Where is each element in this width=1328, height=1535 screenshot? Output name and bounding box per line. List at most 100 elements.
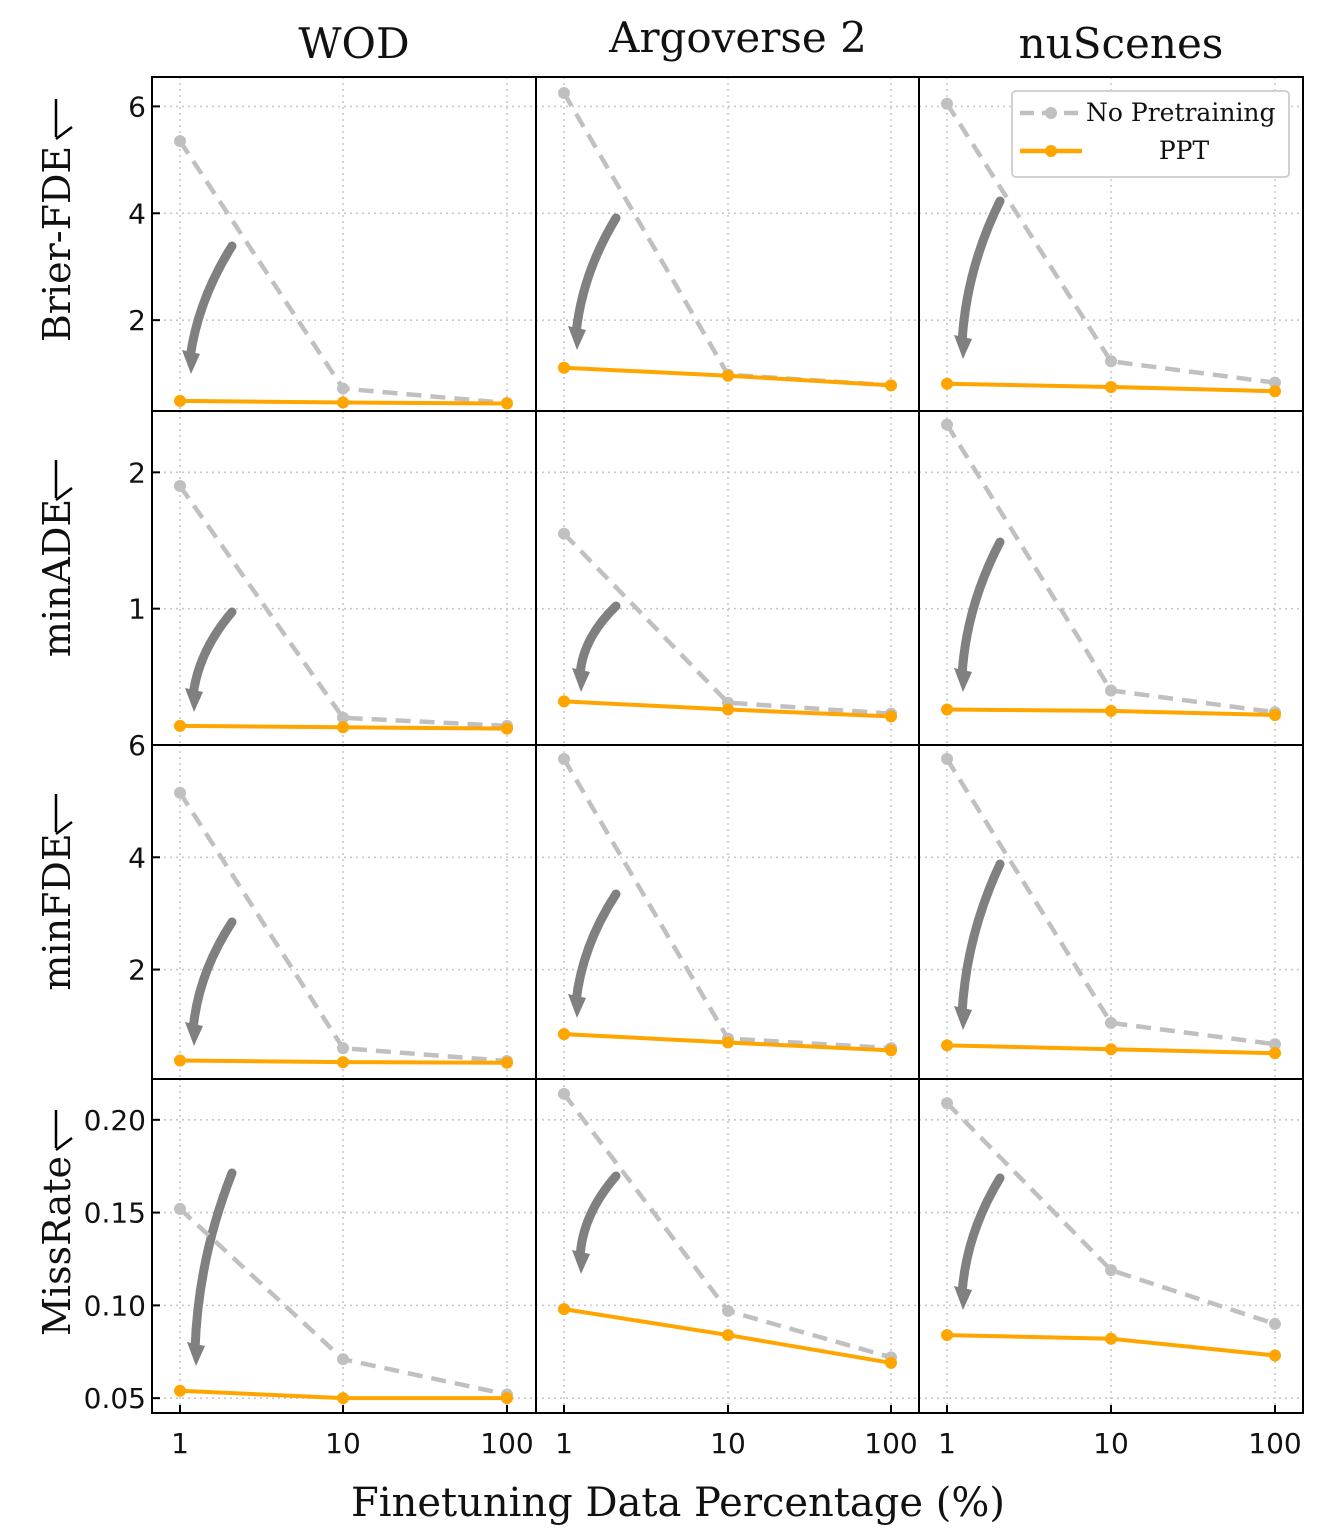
y-tick-label: 0.10 (84, 1289, 146, 1322)
legend: No Pretraining PPT (1011, 90, 1290, 178)
data-point (337, 1353, 349, 1366)
lower-is-better-icon (54, 99, 73, 140)
series-line (945, 1101, 1276, 1327)
y-tick-label: 0.15 (84, 1197, 146, 1230)
panel-minfde-nuscenes (918, 744, 1304, 1080)
panel-minfde-argoverse-2 (535, 744, 920, 1080)
row-label-missrate: MissRate (35, 1156, 79, 1336)
panel-missrate-wod: 0.05 0.10 0.15 0.20 1 10 100 (84, 1078, 537, 1460)
legend-box (1011, 90, 1290, 178)
panel-brier-fde-argoverse-2 (535, 76, 920, 412)
row-label-brier-fde: Brier-FDE (35, 146, 79, 342)
data-point (558, 1087, 570, 1100)
data-point (941, 377, 953, 390)
improvement-arrow (568, 889, 621, 1018)
improvement-arrow (572, 1171, 621, 1274)
y-tick-label: 0.20 (84, 1104, 146, 1137)
data-point (1269, 1349, 1281, 1362)
data-point (337, 721, 349, 734)
arrow-head (954, 668, 972, 692)
series-line (945, 102, 1276, 385)
series-ppt (941, 1329, 1281, 1362)
data-point (722, 1329, 734, 1342)
y-tick-label: 4 (128, 197, 146, 230)
series-ppt (941, 703, 1281, 722)
data-point (337, 382, 349, 395)
data-point (941, 1097, 953, 1110)
data-point (941, 703, 953, 716)
improvement-arrow (185, 917, 237, 1046)
x-tick-label: 1 (555, 1427, 573, 1460)
data-point (174, 1054, 186, 1067)
data-point (722, 1036, 734, 1049)
data-point (558, 1303, 570, 1316)
data-point (174, 1384, 186, 1397)
panel-minade-wod: 12 (128, 410, 537, 746)
data-point (1269, 1047, 1281, 1060)
arrow-head (187, 1342, 205, 1366)
x-tick-label: 100 (864, 1427, 917, 1460)
arrow-shaft (185, 241, 237, 363)
improvement-arrow (568, 213, 621, 350)
y-tick-label: 1 (128, 593, 146, 626)
data-point (558, 753, 570, 766)
arrow-shaft (571, 213, 621, 339)
series-no-pretraining (941, 1097, 1281, 1330)
arrow-shaft (575, 601, 621, 681)
panel-minade-nuscenes (918, 410, 1304, 746)
arrow-shaft (575, 1171, 621, 1263)
data-point (885, 1356, 897, 1369)
series-ppt (174, 719, 513, 735)
series-ppt (174, 394, 513, 410)
data-point (941, 753, 953, 766)
data-point (337, 396, 349, 409)
panel-frame (151, 744, 537, 1080)
arrow-head (572, 668, 590, 692)
x-tick-label: 10 (710, 1427, 746, 1460)
lower-is-better-icon (54, 460, 73, 501)
panel-missrate-nuscenes: 1 10 100 (918, 1078, 1304, 1460)
arrow-head (185, 1022, 203, 1046)
data-point (501, 397, 513, 410)
legend-entry-no-pretraining: No Pretraining (1020, 98, 1276, 127)
data-point (558, 527, 570, 540)
data-point (941, 1329, 953, 1342)
y-tick-label: 4 (128, 841, 146, 874)
data-point (558, 695, 570, 708)
data-point (558, 361, 570, 374)
data-point (337, 711, 349, 724)
arrow-shaft (188, 917, 237, 1035)
legend-label: PPT (1159, 136, 1210, 165)
series-ppt (558, 1303, 897, 1369)
data-point (722, 1304, 734, 1317)
panel-frame (151, 76, 537, 412)
panel-brier-fde-wod: 2 4 6 (128, 76, 537, 412)
x-tick-label: 100 (1248, 1427, 1301, 1460)
data-point (722, 369, 734, 382)
data-point (1105, 380, 1117, 393)
series-ppt (558, 361, 897, 392)
arrow-shaft (957, 859, 1005, 1019)
data-point (722, 703, 734, 716)
improvement-arrow (954, 196, 1005, 359)
data-point (1105, 1016, 1117, 1029)
series-ppt (558, 695, 897, 723)
y-tick-label: 2 (128, 456, 146, 489)
improvement-arrow (187, 1168, 237, 1366)
panel-frame (151, 410, 537, 746)
legend-swatch-marker (1045, 145, 1057, 157)
arrow-shaft (957, 196, 1005, 348)
series-ppt (174, 1384, 513, 1405)
data-point (885, 710, 897, 723)
data-point (174, 135, 186, 148)
arrow-head (954, 1006, 972, 1030)
data-point (1105, 684, 1117, 697)
data-point (941, 418, 953, 431)
row-label-minade: minADE (35, 499, 79, 657)
data-point (1105, 1043, 1117, 1056)
metric-name: minFDE (35, 833, 79, 990)
x-tick-label: 100 (480, 1427, 533, 1460)
panel-missrate-argoverse-2: 1 10 100 (535, 1078, 920, 1460)
series-no-pretraining (174, 135, 513, 409)
